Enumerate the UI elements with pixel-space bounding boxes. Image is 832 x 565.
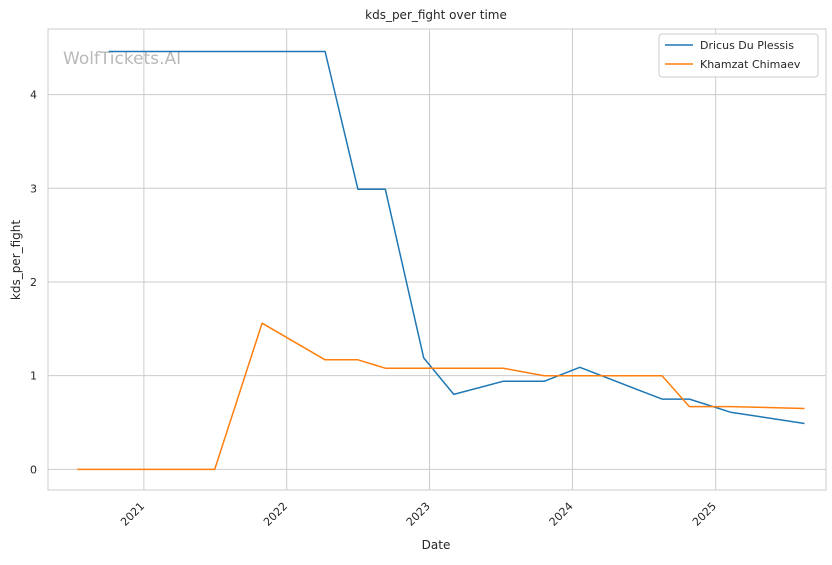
legend-label-dricus: Dricus Du Plessis — [700, 39, 794, 52]
series-line-khamzat-chimaev — [77, 322, 805, 471]
watermark: WolfTickets.AI — [63, 49, 181, 69]
plot-area — [48, 29, 826, 490]
y-tick-label: 0 — [30, 463, 37, 476]
y-tick-label: 4 — [30, 89, 37, 102]
y-tick-label: 1 — [30, 370, 37, 383]
x-tick-label: 2021 — [118, 500, 147, 529]
legend-label-khamzat: Khamzat Chimaev — [700, 58, 801, 71]
series-line-dricus-du-plessis — [108, 50, 805, 425]
x-axis-label: Date — [422, 538, 451, 552]
plot-frame — [47, 28, 827, 491]
x-tick-label: 2022 — [261, 500, 290, 529]
legend-box — [658, 33, 819, 78]
series-layer — [77, 50, 805, 471]
legend: Dricus Du Plessis Khamzat Chimaev — [658, 33, 819, 78]
y-tick-label: 2 — [30, 276, 37, 289]
y-axis-label: kds_per_fight — [9, 220, 23, 301]
x-tick-label: 2023 — [404, 500, 433, 529]
x-tick-label: 2024 — [547, 500, 576, 529]
y-tick-label: 3 — [30, 182, 37, 195]
x-tick-label: 2025 — [690, 500, 719, 529]
chart-title: kds_per_fight over time — [365, 8, 507, 22]
